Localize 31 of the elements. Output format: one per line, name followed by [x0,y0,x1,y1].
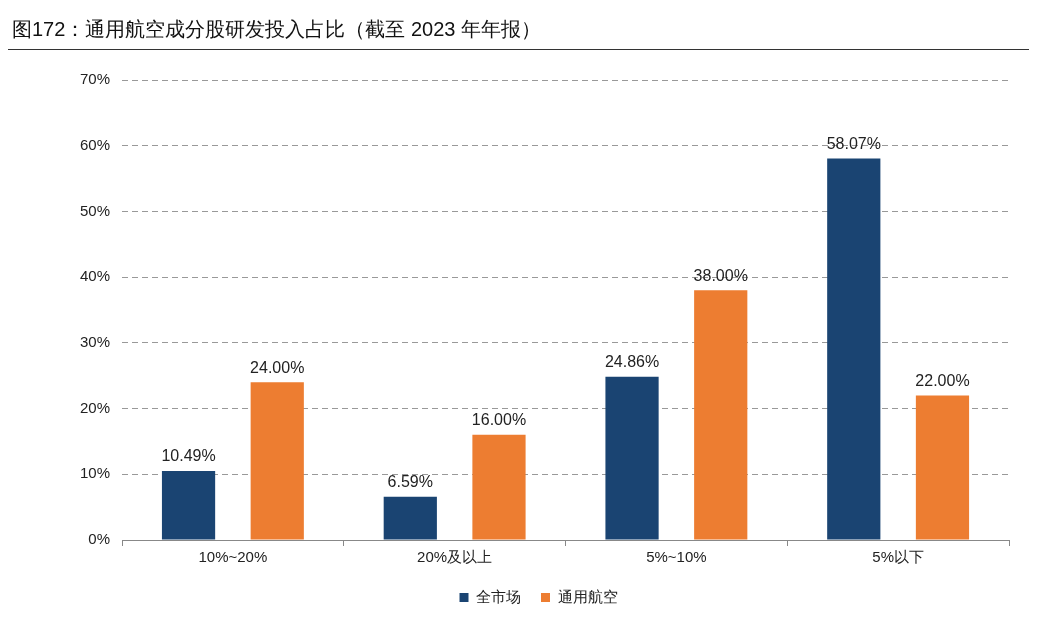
y-tick-label: 60% [79,135,111,153]
data-label: 10.49% [161,447,216,465]
data-label: 24.00% [250,358,305,376]
y-tick-label: 50% [79,201,111,219]
y-tick-label: 70% [79,70,111,88]
data-label: 58.07% [826,134,881,152]
legend-label: 通用航空 [557,587,618,605]
bar [694,290,748,540]
x-tick-label: 5%~10% [646,548,707,566]
bar [472,434,526,540]
y-tick-label: 0% [88,530,111,548]
bar [383,496,437,540]
y-tick-label: 10% [79,464,111,482]
x-tick-label: 5%以下 [872,548,924,566]
y-tick-label: 40% [79,267,111,285]
data-label: 38.00% [693,266,748,284]
data-label: 24.86% [604,353,660,371]
bar [161,471,216,540]
bar [915,395,970,540]
legend-label: 全市场 [476,587,521,605]
bar [250,382,304,540]
bar [605,376,659,540]
data-label: 22.00% [915,371,970,389]
bar [827,158,881,540]
y-tick-label: 30% [79,333,111,350]
data-label: 16.00% [471,411,527,429]
x-tick-label: 20%及以上 [417,548,493,566]
y-tick-label: 20% [79,398,111,416]
data-label: 6.59% [387,473,433,491]
chart-title: 图172：通用航空成分股研发投入占比（截至 2023 年年报） [8,8,1029,50]
x-tick-label: 10%~20% [198,548,268,566]
